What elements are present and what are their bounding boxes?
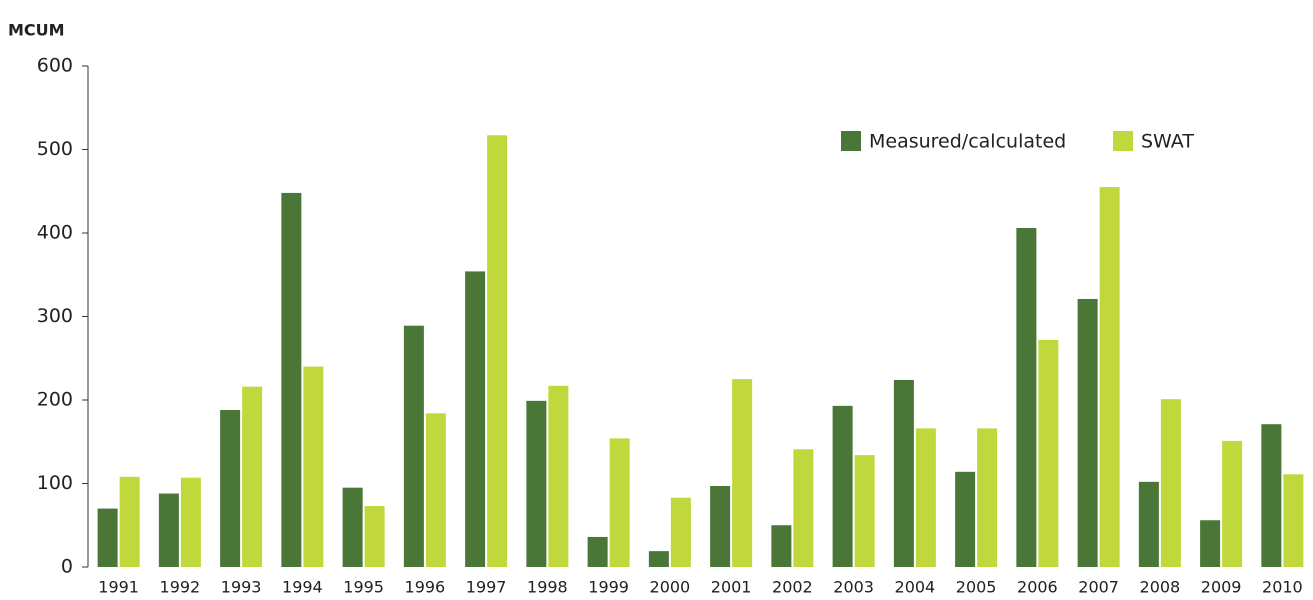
y-tick-label: 600 xyxy=(37,55,73,77)
y-tick-label: 0 xyxy=(61,556,73,578)
x-tick-label: 1994 xyxy=(282,578,323,597)
bar xyxy=(1160,399,1181,567)
bar xyxy=(487,135,508,567)
bar xyxy=(1016,227,1037,568)
bar xyxy=(403,325,424,567)
bar xyxy=(526,400,547,567)
x-tick-label: 2006 xyxy=(1017,578,1058,597)
bar xyxy=(119,476,140,567)
bar xyxy=(732,379,753,567)
y-tick-label: 300 xyxy=(37,305,73,327)
y-tick-label: 100 xyxy=(37,472,73,494)
bar xyxy=(670,497,691,567)
bar xyxy=(1200,520,1221,567)
bar xyxy=(281,192,302,568)
bar xyxy=(465,271,486,567)
bar xyxy=(548,385,569,567)
legend-swatch xyxy=(841,131,861,151)
x-tick-label: 2010 xyxy=(1262,578,1303,597)
bar xyxy=(771,525,792,567)
x-tick-label: 1999 xyxy=(588,578,629,597)
x-tick-label: 1992 xyxy=(160,578,201,597)
bar xyxy=(364,506,385,567)
bar xyxy=(915,428,936,567)
bar xyxy=(303,366,324,567)
x-tick-label: 2007 xyxy=(1078,578,1119,597)
x-tick-label: 2008 xyxy=(1140,578,1181,597)
bar xyxy=(854,455,875,567)
bar xyxy=(1077,298,1098,567)
bar xyxy=(97,508,118,567)
bar xyxy=(1099,187,1120,567)
x-tick-label: 2000 xyxy=(650,578,691,597)
y-tick-label: 500 xyxy=(37,138,73,160)
x-tick-label: 2009 xyxy=(1201,578,1242,597)
bar xyxy=(1138,481,1159,567)
legend-label: SWAT xyxy=(1141,131,1194,153)
y-axis-label: MCUM xyxy=(8,21,65,40)
x-tick-label: 2005 xyxy=(956,578,997,597)
bar xyxy=(977,428,998,567)
bar xyxy=(158,493,179,567)
bar xyxy=(1283,474,1304,567)
x-tick-label: 1995 xyxy=(343,578,384,597)
bar xyxy=(180,477,201,567)
bar xyxy=(893,379,914,567)
bar xyxy=(609,438,630,567)
y-tick-label: 400 xyxy=(37,222,73,244)
bar xyxy=(342,487,363,567)
x-tick-label: 2003 xyxy=(833,578,874,597)
x-tick-label: 1998 xyxy=(527,578,568,597)
bar xyxy=(587,536,608,567)
x-tick-label: 2001 xyxy=(711,578,752,597)
bar xyxy=(1038,339,1059,567)
bar xyxy=(648,551,669,567)
bar xyxy=(220,410,241,567)
bar xyxy=(425,413,446,567)
bar xyxy=(793,449,814,567)
bar xyxy=(242,386,263,567)
x-tick-label: 1997 xyxy=(466,578,507,597)
x-tick-label: 1996 xyxy=(405,578,446,597)
x-tick-label: 1991 xyxy=(98,578,139,597)
legend-label: Measured/calculated xyxy=(869,131,1066,153)
bar xyxy=(955,471,976,567)
y-tick-label: 200 xyxy=(37,389,73,411)
x-tick-label: 2002 xyxy=(772,578,813,597)
bar xyxy=(710,486,731,567)
x-tick-label: 2004 xyxy=(895,578,936,597)
x-tick-label: 1993 xyxy=(221,578,262,597)
legend-swatch xyxy=(1113,131,1133,151)
bar xyxy=(1261,424,1282,567)
bar xyxy=(832,405,853,567)
bar xyxy=(1222,440,1243,567)
